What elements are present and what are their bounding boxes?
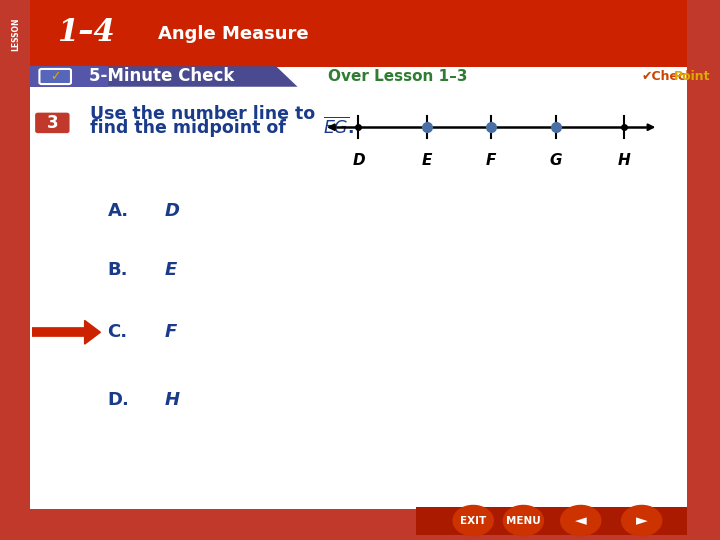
Polygon shape bbox=[30, 66, 297, 87]
Text: Over Lesson 1–3: Over Lesson 1–3 bbox=[328, 69, 468, 84]
Polygon shape bbox=[30, 66, 107, 87]
Text: E: E bbox=[165, 261, 177, 279]
FancyBboxPatch shape bbox=[416, 507, 687, 535]
Text: C.: C. bbox=[107, 323, 127, 341]
Text: H: H bbox=[617, 153, 630, 168]
Text: 5-Minute Check: 5-Minute Check bbox=[89, 68, 234, 85]
FancyBboxPatch shape bbox=[40, 69, 71, 84]
Text: D: D bbox=[165, 202, 180, 220]
Text: LESSON: LESSON bbox=[12, 17, 20, 51]
FancyBboxPatch shape bbox=[0, 1, 30, 540]
Text: ►: ► bbox=[636, 513, 647, 528]
FancyBboxPatch shape bbox=[30, 0, 687, 68]
Text: find the midpoint of: find the midpoint of bbox=[89, 119, 292, 137]
Polygon shape bbox=[85, 320, 100, 344]
Circle shape bbox=[453, 505, 493, 536]
Text: G: G bbox=[549, 153, 562, 168]
Text: $\overline{EG}$.: $\overline{EG}$. bbox=[323, 117, 354, 138]
Circle shape bbox=[621, 505, 662, 536]
FancyBboxPatch shape bbox=[35, 113, 70, 133]
Text: Use the number line to: Use the number line to bbox=[89, 105, 315, 123]
FancyBboxPatch shape bbox=[30, 68, 687, 509]
Text: B.: B. bbox=[107, 261, 128, 279]
Text: 3: 3 bbox=[47, 114, 58, 132]
Text: H: H bbox=[165, 391, 180, 409]
Text: D: D bbox=[352, 153, 365, 168]
Text: Point: Point bbox=[674, 70, 711, 83]
Circle shape bbox=[503, 505, 544, 536]
Text: D.: D. bbox=[107, 391, 130, 409]
Text: F: F bbox=[486, 153, 496, 168]
FancyBboxPatch shape bbox=[687, 1, 717, 540]
FancyBboxPatch shape bbox=[30, 509, 687, 540]
Text: E: E bbox=[421, 153, 432, 168]
Circle shape bbox=[561, 505, 600, 536]
Text: ◄: ◄ bbox=[575, 513, 587, 528]
Text: EXIT: EXIT bbox=[460, 516, 486, 525]
Text: ✔Check: ✔Check bbox=[642, 70, 694, 83]
Text: ✓: ✓ bbox=[50, 70, 60, 83]
Text: MENU: MENU bbox=[506, 516, 541, 525]
Text: Angle Measure: Angle Measure bbox=[158, 25, 308, 43]
Text: 1–4: 1–4 bbox=[58, 17, 115, 48]
Text: A.: A. bbox=[107, 202, 129, 220]
Text: F: F bbox=[165, 323, 177, 341]
